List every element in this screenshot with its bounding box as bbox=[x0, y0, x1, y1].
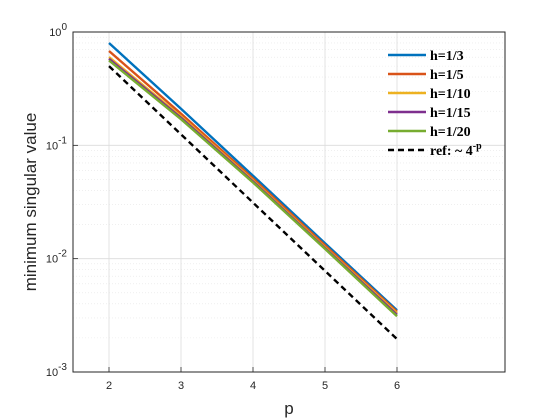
series-line-6 bbox=[108, 65, 398, 340]
y-tick-label: 10-2 bbox=[46, 249, 68, 266]
x-tick-label: 6 bbox=[394, 380, 400, 392]
series-lines bbox=[108, 42, 398, 340]
x-tick-label: 2 bbox=[106, 380, 112, 392]
series-line-2 bbox=[108, 50, 398, 313]
series-line-1 bbox=[108, 42, 398, 312]
x-tick-label: 3 bbox=[178, 380, 184, 392]
y-tick-label: 10-3 bbox=[46, 362, 68, 379]
legend-label: h=1/10 bbox=[430, 87, 471, 102]
legend-label: h=1/20 bbox=[430, 125, 471, 140]
y-tick-label: 10-1 bbox=[46, 135, 68, 152]
y-tick-label: 100 bbox=[49, 22, 67, 39]
x-tick-label: 5 bbox=[322, 380, 328, 392]
legend-label: h=1/3 bbox=[430, 49, 464, 64]
legend-label: h=1/15 bbox=[430, 106, 471, 121]
x-tick-label: 4 bbox=[250, 380, 256, 392]
legend-label: ref: ~ 4-p bbox=[430, 141, 482, 159]
legend-label: h=1/5 bbox=[430, 68, 464, 83]
axis-ticks: 100 10-1 10-2 10-3 2 3 4 5 6 bbox=[46, 22, 400, 392]
y-axis-label: minimum singular value bbox=[21, 113, 40, 292]
series-line-5 bbox=[108, 59, 398, 318]
x-axis-label: p bbox=[284, 399, 293, 418]
plot-frame bbox=[72, 31, 506, 373]
